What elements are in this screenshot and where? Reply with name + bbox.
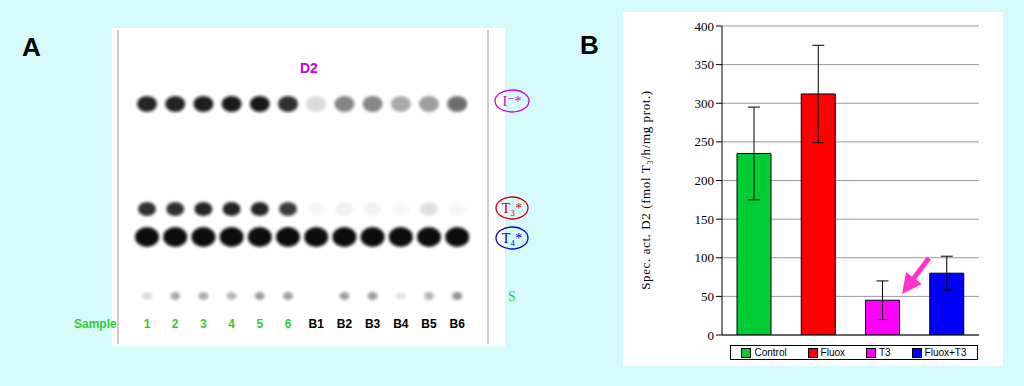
html-text:Fluox+T3: Fluox+T3 — [924, 347, 967, 358]
svg-text:100: 100 — [695, 250, 715, 265]
svg-text:B5: B5 — [421, 317, 437, 331]
svg-text:400: 400 — [695, 19, 715, 34]
svg-text:250: 250 — [695, 134, 715, 149]
svg-text:Sample: Sample — [74, 317, 117, 331]
svg-text:B1: B1 — [309, 317, 325, 331]
svg-text:1: 1 — [144, 317, 151, 331]
svg-text:3: 3 — [200, 317, 207, 331]
svg-text:D2: D2 — [300, 60, 318, 76]
svg-text:B2: B2 — [337, 317, 353, 331]
svg-text:150: 150 — [695, 212, 715, 227]
svg-text:T₄*: T₄* — [502, 231, 522, 246]
svg-text:300: 300 — [695, 96, 715, 111]
svg-text:2: 2 — [172, 317, 179, 331]
svg-text:6: 6 — [285, 317, 292, 331]
svg-text:T₃*: T₃* — [502, 201, 522, 216]
html-text:Fluox: Fluox — [820, 347, 846, 358]
svg-text:S: S — [508, 289, 516, 304]
html-text:B: B — [580, 30, 599, 60]
svg-text:350: 350 — [695, 57, 715, 72]
svg-text:200: 200 — [695, 173, 715, 188]
svg-text:B6: B6 — [450, 317, 466, 331]
svg-text:4: 4 — [228, 317, 235, 331]
svg-text:B3: B3 — [365, 317, 381, 331]
html-text:Spec. act. D2 (fmol T₃/h/mg pr: Spec. act. D2 (fmol T₃/h/mg prot.) — [638, 90, 653, 290]
html-text:Control: Control — [754, 347, 787, 358]
svg-text:5: 5 — [256, 317, 263, 331]
svg-text:50: 50 — [701, 289, 714, 304]
svg-text:A: A — [22, 32, 41, 62]
svg-text:0: 0 — [708, 328, 715, 343]
html-text:T3: T3 — [879, 347, 891, 358]
svg-text:I⁻*: I⁻* — [502, 94, 521, 109]
svg-text:B4: B4 — [393, 317, 409, 331]
